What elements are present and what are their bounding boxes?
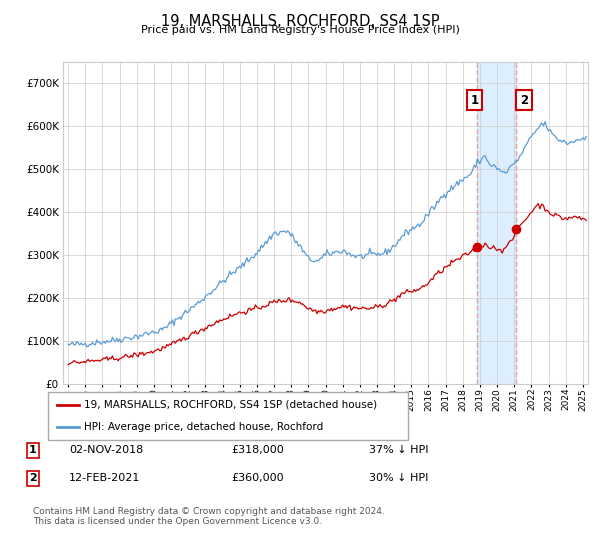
Text: £360,000: £360,000 bbox=[231, 473, 284, 483]
Text: 1: 1 bbox=[471, 94, 479, 107]
Text: Contains HM Land Registry data © Crown copyright and database right 2024.
This d: Contains HM Land Registry data © Crown c… bbox=[33, 507, 385, 526]
Text: 37% ↓ HPI: 37% ↓ HPI bbox=[369, 445, 428, 455]
Text: HPI: Average price, detached house, Rochford: HPI: Average price, detached house, Roch… bbox=[84, 422, 323, 432]
Text: 1: 1 bbox=[29, 445, 37, 455]
Text: 2: 2 bbox=[520, 94, 528, 107]
Text: 30% ↓ HPI: 30% ↓ HPI bbox=[369, 473, 428, 483]
FancyBboxPatch shape bbox=[48, 392, 408, 440]
Text: 2: 2 bbox=[29, 473, 37, 483]
Text: 19, MARSHALLS, ROCHFORD, SS4 1SP: 19, MARSHALLS, ROCHFORD, SS4 1SP bbox=[161, 14, 439, 29]
Bar bbox=[478, 62, 516, 384]
Text: £318,000: £318,000 bbox=[231, 445, 284, 455]
Text: Price paid vs. HM Land Registry's House Price Index (HPI): Price paid vs. HM Land Registry's House … bbox=[140, 25, 460, 35]
Text: 02-NOV-2018: 02-NOV-2018 bbox=[69, 445, 143, 455]
Text: 19, MARSHALLS, ROCHFORD, SS4 1SP (detached house): 19, MARSHALLS, ROCHFORD, SS4 1SP (detach… bbox=[84, 400, 377, 410]
Text: 12-FEB-2021: 12-FEB-2021 bbox=[69, 473, 140, 483]
